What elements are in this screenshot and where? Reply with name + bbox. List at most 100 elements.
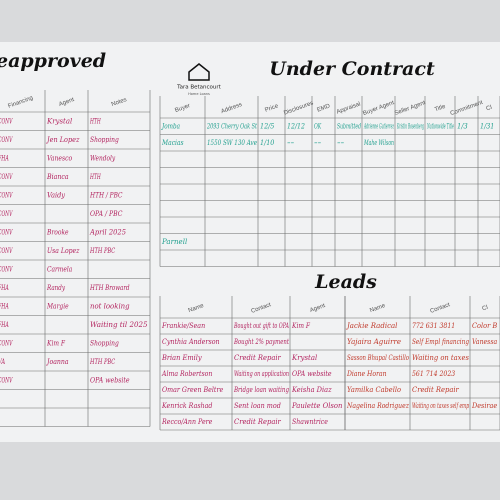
cell-text: HTH (89, 173, 101, 181)
cell-text: Cynthia Anderson (162, 338, 220, 346)
cell-text: Sent loan mod (234, 402, 281, 410)
cell-text: Frankie/Sean (161, 322, 206, 330)
cell-text: Shopping (90, 339, 119, 347)
cell-text: OK (314, 122, 322, 130)
cell-text: Waiting on taxes (412, 354, 469, 362)
cell-text: HTH PBC (89, 358, 115, 366)
cell-text: Brian Emily (161, 354, 203, 362)
cell-text: Mahe Wilson (363, 139, 394, 147)
cell-text: Kim F (291, 322, 311, 330)
board (0, 42, 500, 442)
logo-name: Tara Betancourt (176, 85, 222, 91)
cell-text: Bought 2% payment (233, 338, 289, 346)
cell-text: Carmela (47, 265, 72, 273)
cell-text: Credit Repair (412, 386, 459, 394)
cell-text: Diane Horan (346, 370, 387, 378)
cell-text: Waiting on application (234, 370, 289, 378)
cell-text: Jen Lopez (45, 136, 80, 144)
logo: Tara Betancourt Home Loans (176, 63, 222, 96)
cell-text: Jomba (160, 122, 180, 130)
column-header: Notes (111, 97, 128, 108)
cell-text: HTH / PBC (89, 191, 123, 199)
cell-text: Brooke (46, 228, 68, 236)
cell-text: Sasson Bhupal Castillo (347, 354, 409, 362)
cell-text: 772 631 3811 (412, 322, 455, 330)
cell-text: 561 714 2023 (412, 370, 456, 378)
cell-text: VA (0, 358, 5, 366)
leads-title: Leads (314, 271, 377, 293)
cell-text: Desirae (471, 402, 497, 410)
column-header: Price (264, 103, 280, 114)
cell-text: HTH PBC (89, 247, 115, 255)
cell-text: 1550 SW 130 Ave (207, 139, 257, 147)
cell-text: 1/10 (260, 139, 275, 147)
cell-text: Adrienne Gutierrez (364, 122, 395, 130)
cell-text: April 2025 (89, 228, 126, 236)
column-header: Name (188, 303, 206, 314)
cell-text: Credit Repair (234, 418, 281, 426)
cell-text: OPA website (292, 370, 332, 378)
cell-text: Paulette Olson (291, 402, 343, 410)
cell-text: 12/5 (260, 122, 275, 130)
cell-text: 1/31 (480, 122, 494, 130)
cell-text: Kenrick Rashad (161, 402, 213, 410)
logo-house (188, 63, 210, 81)
cell-text: FHA (0, 154, 9, 162)
cell-text: Yajaira Aguirre (347, 338, 401, 346)
cell-text: Kim F (46, 339, 66, 347)
cell-text: Waiting til 2025 (90, 321, 148, 329)
cell-text: 1/3 (457, 122, 468, 130)
cell-text: FHA (0, 321, 9, 329)
cell-text: Recco/Ann Pere (161, 418, 212, 426)
cell-text: Color B (472, 322, 497, 330)
column-header: Cl (486, 105, 493, 113)
cell-text: Nationwide Title (427, 122, 454, 130)
cell-text: Submitted (337, 122, 361, 130)
column-header: EMD (316, 103, 331, 113)
cell-text: Shopping (90, 136, 119, 144)
cell-text: Alma Robertson (161, 370, 213, 378)
cell-text: Bridge loan waiting (233, 386, 289, 394)
cell-text: OPA / PBC (90, 210, 123, 218)
cell-text: Yamilka Cabello (347, 386, 401, 394)
under-contract-title: Under Contract (269, 58, 435, 80)
cell-text: Nagelina Rodriguez (346, 402, 409, 410)
cell-text: Omar Green Beltre (162, 386, 223, 394)
cell-text: HTH Broward (89, 284, 130, 292)
cell-text: Keisha Diaz (291, 386, 332, 394)
cell-text: Usa Lopez (47, 247, 80, 255)
preapproved-title: eapproved (0, 50, 106, 72)
cell-text: -- (337, 139, 345, 147)
cell-text: Credit Repair (234, 354, 281, 362)
column-header: Title (434, 104, 447, 114)
cell-text: 12/12 (287, 122, 305, 130)
cell-text: HTH (89, 117, 101, 125)
cell-text: Self Empl financing (412, 338, 469, 346)
logo-tagline: Home Loans (188, 92, 210, 96)
cell-text: Wendoly (90, 154, 116, 162)
cell-text: -- (287, 139, 295, 147)
cell-text: Vanessa (472, 338, 497, 346)
cell-text: Macias (161, 139, 184, 147)
column-header: Cl (482, 305, 489, 313)
cell-text: Vanesco (47, 154, 72, 162)
cell-text: Krystal (291, 354, 317, 362)
cell-text: OPA website (90, 376, 130, 384)
cell-text: Vaidy (47, 191, 66, 199)
cell-text: -- (314, 139, 322, 147)
cell-text: Margie (46, 302, 68, 310)
cell-text: Krystal (46, 117, 72, 125)
cell-text: FHA (0, 302, 9, 310)
cell-text: FHA (0, 284, 9, 292)
cell-text: Shawntrice (292, 418, 328, 426)
